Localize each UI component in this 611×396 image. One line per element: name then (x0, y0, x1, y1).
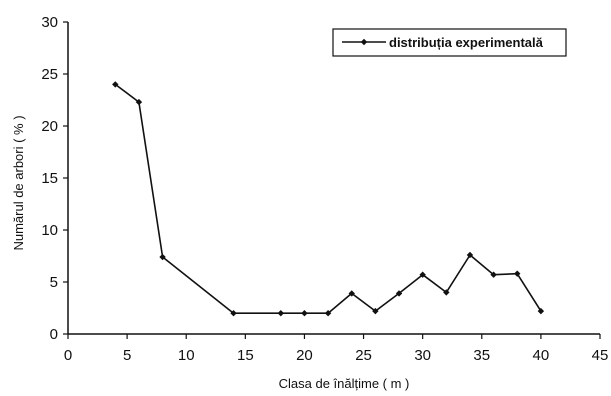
x-tick-label: 35 (473, 347, 490, 364)
x-axis-title: Clasa de înălțime ( m ) (279, 376, 410, 391)
data-point (466, 251, 474, 259)
data-point (230, 310, 237, 317)
legend-label: distribuția experimentală (389, 35, 544, 50)
data-point (537, 307, 545, 315)
x-axis-ticks: 0 5 10 15 20 25 30 35 40 45 (64, 334, 609, 364)
legend: distribuția experimentală (332, 28, 567, 57)
y-tick-label: 5 (50, 274, 58, 291)
y-tick-label: 15 (41, 170, 58, 187)
y-tick-label: 25 (41, 66, 58, 83)
legend-marker (360, 38, 368, 46)
x-tick-label: 5 (123, 347, 131, 364)
data-point (324, 310, 332, 317)
x-tick-label: 20 (296, 347, 313, 364)
plot-frame (67, 22, 600, 335)
series-layer (112, 81, 545, 317)
y-axis-title: Numărul de arbori ( % ) (11, 115, 26, 250)
data-point (514, 270, 521, 277)
y-tick-label: 10 (41, 222, 58, 239)
data-point (443, 289, 450, 296)
y-axis-ticks: 0 5 10 15 20 25 30 (41, 14, 68, 343)
y-tick-label: 0 (50, 326, 58, 343)
data-point (277, 310, 284, 317)
x-tick-label: 25 (355, 347, 372, 364)
data-point (490, 271, 497, 278)
data-point (395, 290, 403, 297)
data-point (348, 290, 355, 297)
y-tick-label: 20 (41, 118, 58, 135)
series-line (114, 83, 542, 315)
data-point (372, 307, 379, 315)
x-tick-label: 40 (533, 347, 550, 364)
data-point (419, 271, 426, 278)
x-tick-label: 15 (237, 347, 254, 364)
x-tick-label: 30 (414, 347, 431, 364)
x-tick-label: 10 (178, 347, 195, 364)
data-point (159, 253, 166, 261)
x-tick-label: 45 (592, 347, 609, 364)
data-point (135, 98, 143, 106)
y-tick-label: 30 (41, 14, 58, 31)
data-point (301, 310, 308, 317)
x-tick-label: 0 (64, 347, 72, 364)
data-point (112, 81, 119, 88)
